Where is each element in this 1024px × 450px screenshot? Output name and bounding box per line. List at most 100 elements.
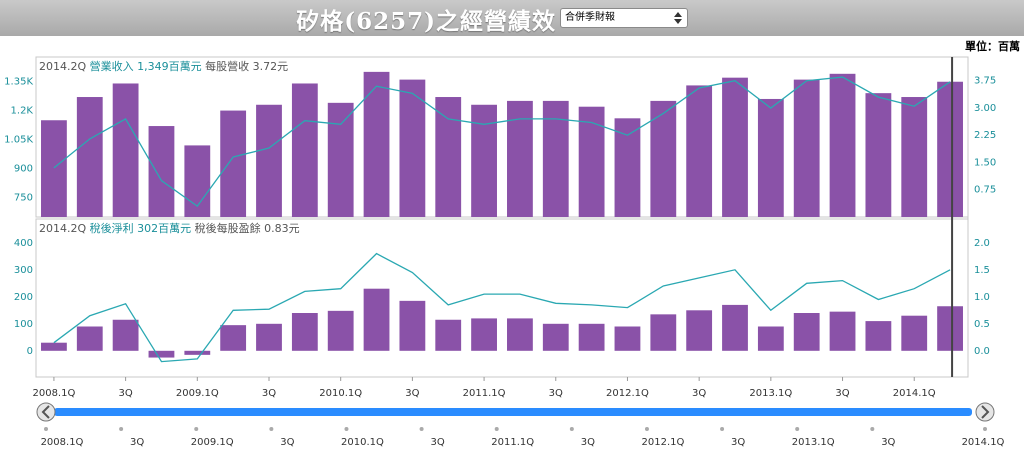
bar[interactable] [722, 304, 748, 351]
bar[interactable] [220, 325, 247, 351]
bar[interactable] [41, 120, 67, 217]
right-axis-tick-label: 3.00 [974, 103, 996, 114]
legend: 2014.2Q 營業收入 1,349百萬元 每股營收 3.72元 [39, 59, 288, 73]
bar[interactable] [291, 83, 318, 217]
right-axis-tick-label: 0.0 [974, 346, 990, 357]
bar[interactable] [112, 319, 139, 351]
unit-label: 單位：百萬 [965, 40, 1020, 53]
bar[interactable] [614, 118, 641, 217]
bar[interactable] [220, 110, 247, 217]
bar[interactable] [650, 314, 677, 351]
navigator-tick-label: 2013.1Q [792, 437, 835, 448]
left-axis-tick-label: 0 [27, 346, 33, 357]
bar[interactable] [829, 311, 856, 351]
bar[interactable] [937, 81, 963, 218]
bar[interactable] [937, 306, 963, 351]
right-axis-tick-label: 1.50 [974, 157, 996, 168]
bar[interactable] [327, 102, 354, 217]
report-type-select[interactable]: 合併季財報 [560, 8, 688, 28]
bar[interactable] [471, 318, 497, 351]
bar[interactable] [901, 315, 928, 351]
navigator-tick-dot [983, 427, 987, 431]
bar[interactable] [865, 93, 892, 217]
bar[interactable] [41, 342, 67, 351]
bar[interactable] [148, 126, 175, 217]
bar[interactable] [435, 97, 462, 217]
bar[interactable] [112, 83, 139, 217]
navigator-tick-dot [419, 427, 424, 431]
bar[interactable] [578, 106, 605, 217]
x-axis-tick-label: 3Q [118, 388, 132, 399]
bar[interactable] [722, 77, 748, 217]
navigator-tick-label: 2014.1Q [962, 437, 1005, 448]
x-axis-tick-label: 3Q [835, 388, 849, 399]
legend-series-secondary: 每股營收 3.72元 [205, 59, 288, 73]
bar[interactable] [256, 323, 282, 351]
left-axis-tick-label: 300 [14, 265, 33, 276]
bar[interactable] [757, 98, 784, 217]
legend-period: 2014.2Q [39, 60, 90, 73]
navigator-tick-label: 2012.1Q [642, 437, 685, 448]
bar[interactable] [327, 310, 354, 351]
bar[interactable] [148, 350, 175, 358]
bar[interactable] [865, 321, 892, 351]
navigator-tick-label: 3Q [130, 437, 144, 448]
bar[interactable] [184, 350, 211, 355]
right-axis-tick-label: 1.5 [974, 265, 990, 276]
left-axis-tick-label: 750 [14, 193, 33, 204]
right-axis-tick-label: 0.5 [974, 319, 990, 330]
title-bar: 矽格(6257)之經營績效 合併季財報 [0, 0, 1024, 36]
left-axis-tick-label: 1.2K [11, 106, 34, 117]
bar[interactable] [363, 71, 390, 217]
navigator-tick-dot [569, 427, 574, 431]
bar[interactable] [471, 104, 497, 217]
x-axis-tick-label: 2010.1Q [319, 388, 362, 399]
eps-line [53, 76, 951, 208]
x-axis-tick-label: 2009.1Q [176, 388, 219, 399]
bar[interactable] [614, 326, 641, 351]
bar[interactable] [363, 288, 390, 351]
report-type-value: 合併季財報 [565, 12, 615, 23]
x-axis-tick-label: 3Q [692, 388, 706, 399]
bar[interactable] [507, 318, 533, 351]
left-axis-tick-label: 1.35K [4, 77, 33, 88]
bar[interactable] [686, 85, 713, 217]
legend: 2014.2Q 稅後淨利 302百萬元 稅後每股盈餘 0.83元 [39, 221, 300, 235]
bar[interactable] [901, 97, 928, 217]
bar[interactable] [829, 73, 856, 217]
range-scrollbar[interactable] [54, 408, 972, 416]
bar[interactable] [76, 97, 103, 217]
bar[interactable] [76, 326, 103, 351]
legend-series-primary: 營業收入 1,349百萬元 [90, 59, 205, 73]
bar[interactable] [399, 300, 426, 351]
x-axis-tick-label: 2012.1Q [606, 388, 649, 399]
x-axis-tick-label: 3Q [262, 388, 276, 399]
navigator-tick-dot [795, 427, 800, 431]
bar[interactable] [793, 79, 820, 218]
left-axis-tick-label: 400 [14, 238, 33, 249]
right-axis-tick-label: 0.75 [974, 185, 996, 196]
bar[interactable] [399, 79, 426, 218]
navigator-tick-label: 2011.1Q [491, 437, 534, 448]
x-axis-tick-label: 2014.1Q [893, 388, 936, 399]
scroll-left-button[interactable] [36, 402, 56, 422]
navigator-tick-dot [494, 427, 499, 431]
left-axis-tick-label: 100 [14, 319, 33, 330]
x-axis-tick-label: 2013.1Q [749, 388, 792, 399]
bar[interactable] [793, 313, 820, 351]
bar[interactable] [542, 323, 569, 351]
bar[interactable] [291, 313, 318, 351]
bar[interactable] [256, 104, 282, 217]
navigator-tick-label: 3Q [430, 437, 444, 448]
panel-frame [35, 218, 969, 378]
bar[interactable] [757, 326, 784, 351]
bar[interactable] [686, 310, 713, 351]
navigator-tick-label: 2008.1Q [41, 437, 84, 448]
left-axis-tick-label: 200 [14, 292, 33, 303]
bar[interactable] [435, 319, 462, 351]
bar[interactable] [578, 323, 605, 351]
scroll-right-button[interactable] [975, 402, 995, 422]
navigator-tick-dot [194, 427, 199, 431]
navigator-tick-dot [269, 427, 274, 431]
bar[interactable] [650, 100, 677, 217]
